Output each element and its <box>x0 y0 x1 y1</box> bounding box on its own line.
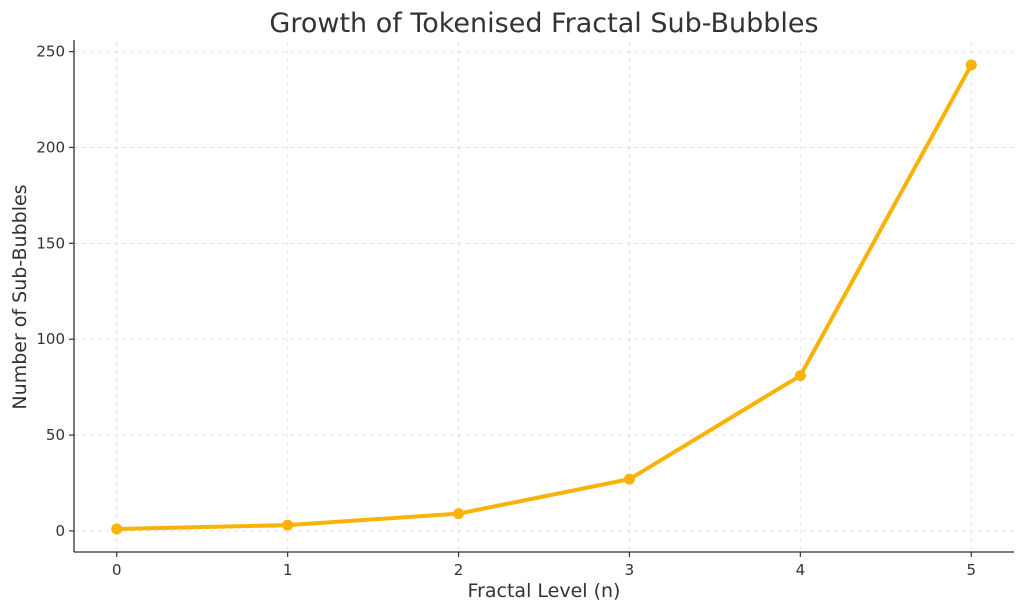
data-point-1 <box>282 519 294 531</box>
y-axis-ticks: 0 50 100 150 200 250 <box>36 43 74 540</box>
data-point-4 <box>794 370 806 382</box>
y-tick-label-2: 100 <box>36 330 65 348</box>
x-tick-label-5: 5 <box>966 561 976 579</box>
x-tick-label-0: 0 <box>112 561 122 579</box>
x-axis-label: Fractal Level (n) <box>468 580 621 602</box>
grid <box>74 42 1014 552</box>
series-layer <box>111 59 977 535</box>
data-point-2 <box>453 508 465 520</box>
x-tick-label-4: 4 <box>796 561 806 579</box>
y-tick-label-1: 50 <box>46 426 65 444</box>
y-tick-label-0: 0 <box>55 522 65 540</box>
y-tick-label-4: 200 <box>36 138 65 156</box>
y-tick-label-3: 150 <box>36 234 65 252</box>
data-point-3 <box>623 473 635 485</box>
data-point-5 <box>965 59 977 71</box>
data-point-0 <box>111 523 123 535</box>
chart-title: Growth of Tokenised Fractal Sub-Bubbles <box>269 8 818 39</box>
series-line-0 <box>114 63 974 531</box>
y-tick-label-5: 250 <box>36 43 65 61</box>
x-tick-label-1: 1 <box>283 561 293 579</box>
x-tick-label-3: 3 <box>625 561 635 579</box>
x-axis-ticks: 0 1 2 3 4 5 <box>112 552 976 579</box>
axes-frame <box>73 40 1014 553</box>
y-axis-label: Number of Sub-Bubbles <box>9 184 31 409</box>
x-tick-label-2: 2 <box>454 561 464 579</box>
